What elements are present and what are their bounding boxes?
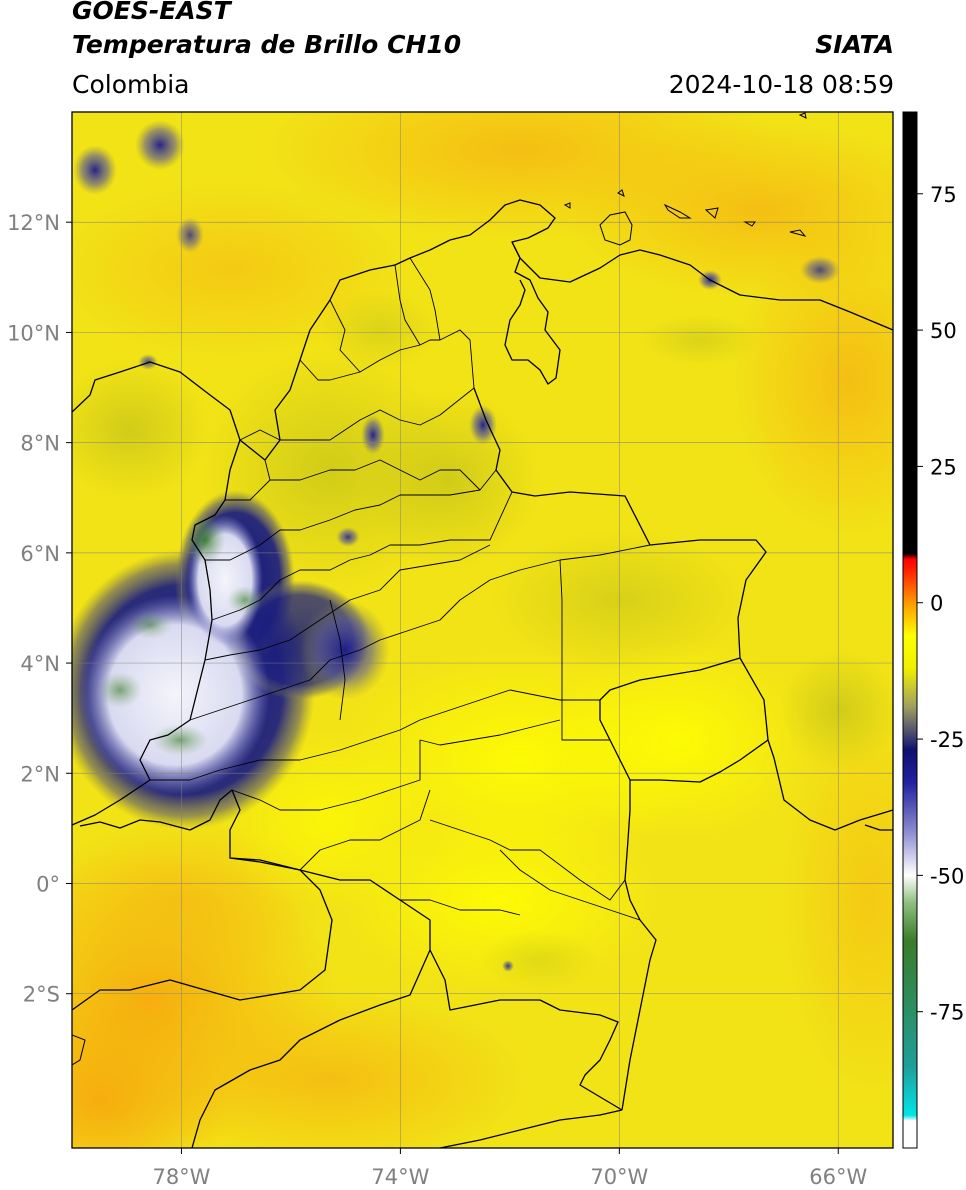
lat-tick-label: 0° [36,872,60,896]
small-cloud-cells [73,120,840,972]
lon-tick-label: 74°W [371,1165,429,1189]
graticule [72,112,893,1148]
lon-tick-label: 66°W [809,1165,867,1189]
lat-tick-label: 8°N [20,432,60,456]
title-line-2: Temperatura de Brillo CH10 [72,30,462,59]
colorbar-frame [902,111,918,1149]
peru-ecuador-border [191,949,431,1148]
islands [563,112,807,246]
borders [72,199,893,1148]
colorbar-tick-label: 0 [930,592,943,616]
panama-coast [72,359,301,461]
map-area [72,112,893,1148]
lat-tick-label: 2°N [20,762,60,786]
lat-tick-label: 4°N [20,652,60,676]
colorbar-tick-label: 25 [930,455,957,479]
guyana-border [864,824,893,831]
convective-storm [72,490,390,830]
region-label: Colombia [72,70,190,99]
gulf-of-guayaquil [72,1034,86,1066]
brand-label: SIATA [815,30,894,59]
colombia-brazil-border [599,657,741,1111]
colorbar-tick-label: 50 [930,319,957,343]
lat-tick-label: 10°N [7,321,60,345]
colorbar-ticks: 75 50 25 0 -25 -50 -75 [917,183,964,1025]
colorbar-tick-label: -50 [930,864,964,888]
colorbar: 75 50 25 0 -25 -50 -75 [902,111,964,1149]
lat-tick-label: 12°N [7,211,60,235]
colorbar-scale [903,112,917,1148]
pacific-coast [72,439,241,826]
map-frame [71,111,894,1149]
title-line-1: GOES-EAST [72,0,231,25]
colombia-ecuador-peru-border [229,857,623,1111]
latitude-axis: 12°N 10°N 8°N 6°N 4°N 2°N 0° 2°S [7,211,72,1007]
brazil-peru-border [439,1109,623,1148]
venezuela-brazil-border [630,739,769,783]
colombia-venezuela-border [473,241,893,831]
caribbean-coast [299,199,893,361]
longitude-axis: 78°W 74°W 70°W 66°W [152,1148,867,1189]
colorbar-tick-label: -25 [930,728,964,752]
lat-tick-label: 6°N [20,542,60,566]
lon-tick-label: 70°W [590,1165,648,1189]
department-borders [150,257,651,921]
colorbar-tick-label: 75 [930,183,957,207]
lat-tick-label: 2°S [23,983,60,1007]
lon-tick-label: 78°W [152,1165,210,1189]
colorbar-tick-label: -75 [930,1001,964,1025]
datetime-label: 2024-10-18 08:59 [668,70,894,99]
